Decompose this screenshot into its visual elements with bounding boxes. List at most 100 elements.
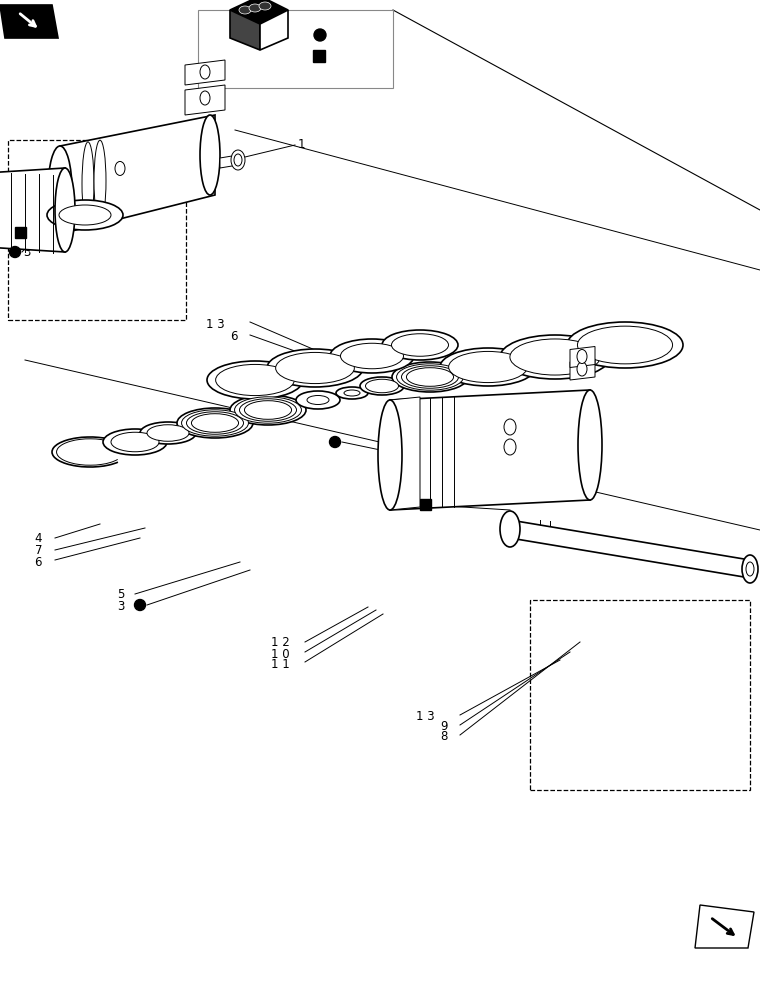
Ellipse shape [578,390,602,500]
Ellipse shape [200,115,220,195]
Ellipse shape [59,205,111,225]
Ellipse shape [382,330,458,360]
Polygon shape [570,347,595,367]
Bar [8,140,186,320]
Bar [198,10,393,88]
Ellipse shape [296,391,340,409]
Ellipse shape [234,154,242,166]
Ellipse shape [94,140,106,222]
Ellipse shape [48,146,72,234]
Ellipse shape [235,397,302,423]
Ellipse shape [378,400,402,510]
Text: 1 3: 1 3 [207,318,225,330]
Ellipse shape [140,422,196,444]
Ellipse shape [336,387,368,399]
Text: 8: 8 [441,730,448,744]
Ellipse shape [392,362,468,392]
Text: = 2: = 2 [332,29,354,42]
Ellipse shape [366,379,398,393]
Polygon shape [0,5,58,38]
Bar [15,227,26,238]
Ellipse shape [147,425,189,441]
Ellipse shape [249,4,261,12]
Ellipse shape [344,390,360,396]
Polygon shape [570,359,595,380]
Ellipse shape [192,414,239,432]
Ellipse shape [111,432,159,452]
Text: KIT: KIT [224,35,239,45]
Ellipse shape [245,401,292,419]
Ellipse shape [55,168,75,252]
Ellipse shape [401,366,458,388]
Text: 1: 1 [298,138,306,151]
Bar [313,50,325,62]
Text: 4: 4 [34,532,42,544]
Ellipse shape [276,352,354,384]
Polygon shape [260,10,288,50]
Ellipse shape [448,351,527,383]
Ellipse shape [577,350,587,363]
Polygon shape [185,85,225,115]
Polygon shape [390,390,590,510]
Ellipse shape [504,419,516,435]
Ellipse shape [578,326,673,364]
Ellipse shape [391,334,448,356]
Text: KIT: KIT [262,35,277,45]
Polygon shape [220,155,238,168]
Ellipse shape [239,6,251,14]
Ellipse shape [200,65,210,79]
Text: 7: 7 [34,544,42,556]
Polygon shape [510,520,750,578]
Circle shape [9,246,21,257]
Ellipse shape [186,412,243,434]
Polygon shape [185,60,225,85]
Text: 3: 3 [118,600,125,613]
Text: 1 2: 1 2 [271,636,290,648]
Ellipse shape [182,410,249,436]
Ellipse shape [407,368,454,386]
Ellipse shape [330,339,414,373]
Ellipse shape [307,395,329,404]
Ellipse shape [397,364,464,390]
Text: 1 3: 1 3 [416,710,435,724]
Polygon shape [695,905,754,948]
Text: 6: 6 [230,330,238,344]
Ellipse shape [742,555,758,583]
Circle shape [330,436,340,448]
Ellipse shape [746,562,754,576]
Text: 1 1: 1 1 [271,658,290,670]
Text: 9: 9 [441,720,448,734]
Ellipse shape [230,395,306,425]
Bar [530,600,750,790]
Ellipse shape [103,429,167,455]
Polygon shape [230,0,288,24]
Ellipse shape [500,511,520,547]
Ellipse shape [510,339,600,375]
Ellipse shape [47,200,123,230]
Polygon shape [60,115,215,234]
Text: 6: 6 [34,556,42,568]
Ellipse shape [504,439,516,455]
Ellipse shape [177,408,253,438]
Ellipse shape [239,399,296,421]
Ellipse shape [207,361,303,399]
Text: = 1 4: = 1 4 [332,49,366,62]
Polygon shape [390,397,420,510]
Ellipse shape [567,322,683,368]
Ellipse shape [259,2,271,10]
Ellipse shape [115,161,125,175]
Ellipse shape [82,142,94,225]
Bar [420,499,431,510]
Text: 1 0: 1 0 [271,648,290,660]
Ellipse shape [360,377,404,395]
Text: 1 5: 1 5 [29,227,48,239]
Ellipse shape [500,335,610,379]
Circle shape [135,599,145,610]
Ellipse shape [340,343,404,369]
Ellipse shape [577,362,587,376]
Polygon shape [0,168,65,252]
Circle shape [314,29,326,41]
Ellipse shape [267,349,363,387]
Ellipse shape [216,364,294,396]
Text: 5: 5 [118,588,125,601]
